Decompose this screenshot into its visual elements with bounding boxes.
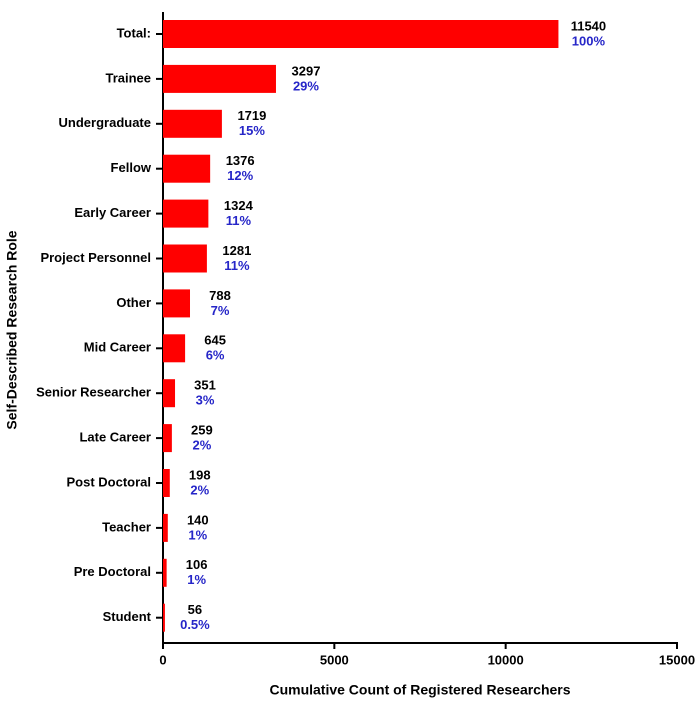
value-label: 1376 xyxy=(226,153,255,168)
y-tick-label: Early Career xyxy=(74,205,151,220)
x-axis-title: Cumulative Count of Registered Researche… xyxy=(269,682,570,698)
percent-label: 1% xyxy=(188,527,207,542)
value-label: 106 xyxy=(186,557,208,572)
value-label: 788 xyxy=(209,288,231,303)
y-tick-label: Senior Researcher xyxy=(36,385,151,400)
y-tick-label: Late Career xyxy=(79,430,151,445)
value-label: 645 xyxy=(204,333,226,348)
bar xyxy=(163,289,191,318)
y-tick-label: Project Personnel xyxy=(40,250,151,265)
bar xyxy=(163,558,167,587)
percent-label: 0.5% xyxy=(180,617,210,632)
x-tick-label: 15000 xyxy=(659,652,695,667)
y-tick-label: Post Doctoral xyxy=(66,474,151,489)
value-label: 3297 xyxy=(292,63,321,78)
percent-label: 12% xyxy=(227,168,253,183)
y-tick-label: Undergraduate xyxy=(59,115,151,130)
percent-label: 29% xyxy=(293,78,319,93)
y-tick-label: Fellow xyxy=(111,160,152,175)
y-tick-label: Trainee xyxy=(105,70,151,85)
bar xyxy=(163,199,209,228)
percent-label: 11% xyxy=(224,258,250,273)
y-tick-label: Total: xyxy=(117,25,151,40)
bar xyxy=(163,64,276,93)
bar xyxy=(163,424,172,453)
y-tick-label: Student xyxy=(103,609,152,624)
value-label: 198 xyxy=(189,467,211,482)
value-label: 1719 xyxy=(237,108,266,123)
value-label: 259 xyxy=(191,423,213,438)
bar xyxy=(163,469,170,497)
bar xyxy=(163,334,186,363)
value-label: 1281 xyxy=(222,243,251,258)
percent-label: 11% xyxy=(226,213,252,228)
bar xyxy=(163,379,176,408)
value-label: 56 xyxy=(188,602,202,617)
bar xyxy=(163,513,168,542)
value-label: 1324 xyxy=(224,198,254,213)
value-label: 140 xyxy=(187,512,209,527)
x-tick-label: 0 xyxy=(159,652,166,667)
percent-label: 2% xyxy=(190,482,209,497)
bar xyxy=(163,20,559,48)
y-tick-label: Pre Doctoral xyxy=(74,564,151,579)
percent-label: 100% xyxy=(572,33,606,48)
bar xyxy=(163,244,207,273)
percent-label: 6% xyxy=(206,348,225,363)
value-label: 11540 xyxy=(571,18,606,33)
value-label: 351 xyxy=(194,378,216,393)
x-tick-label: 5000 xyxy=(320,652,349,667)
percent-label: 3% xyxy=(196,393,215,408)
bar xyxy=(163,603,165,632)
percent-label: 15% xyxy=(239,123,265,138)
percent-label: 2% xyxy=(192,438,211,453)
percent-label: 7% xyxy=(211,303,230,318)
bar xyxy=(163,154,211,183)
y-tick-label: Other xyxy=(116,295,151,310)
y-tick-label: Teacher xyxy=(102,519,151,534)
y-axis-title: Self-Described Research Role xyxy=(4,230,20,429)
y-tick-label: Mid Career xyxy=(84,340,151,355)
bar xyxy=(163,109,222,138)
x-tick-label: 10000 xyxy=(488,652,524,667)
percent-label: 1% xyxy=(187,572,206,587)
